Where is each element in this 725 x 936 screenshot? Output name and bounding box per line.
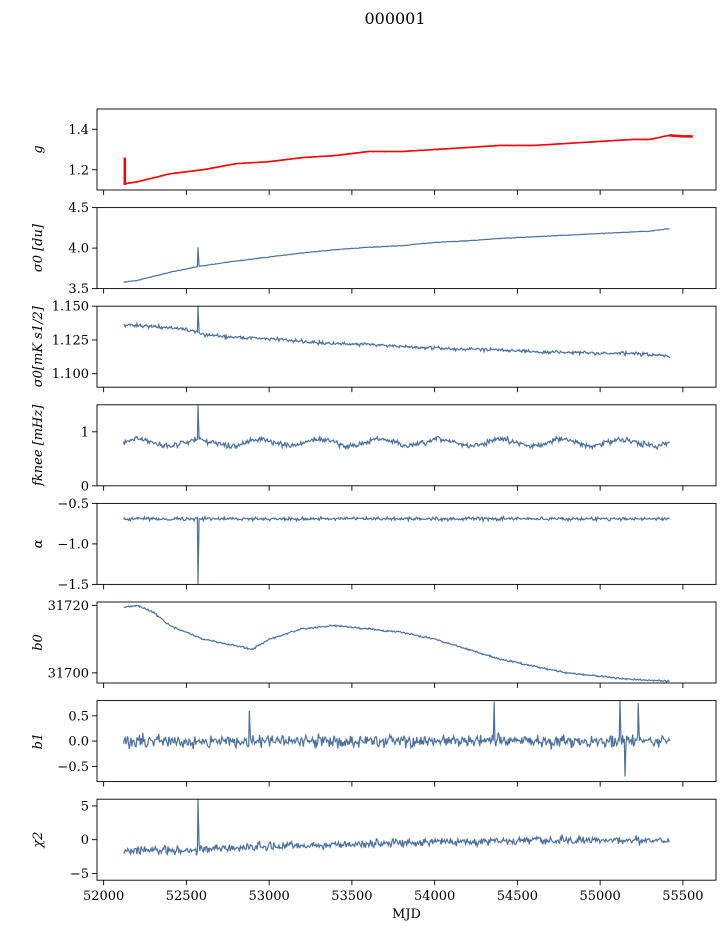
xtick-label: 54500 <box>497 889 538 904</box>
xtick-label: 55500 <box>662 889 703 904</box>
ytick-label-alpha: −0.5 <box>57 497 89 512</box>
ytick-label-alpha: −1.0 <box>57 537 89 552</box>
panel-chi2: −5 0 5 χ2 <box>31 798 717 886</box>
ylabel-sigma0_du: σ0 [du] <box>31 223 46 272</box>
series-line-sigma0_du <box>123 228 670 283</box>
ytick-label-chi2: −5 <box>70 867 89 882</box>
series-line-fknee <box>122 404 670 451</box>
panel-sigma0_mk: 1.100 1.125 1.150 σ0[mK s1/2] <box>31 300 717 393</box>
ylabel-chi2: χ2 <box>31 832 46 849</box>
ylabel-b0: b0 <box>31 634 46 651</box>
ytick-label-b1: 0.0 <box>68 735 89 750</box>
ylabel-fknee: fknee [mHz] <box>31 404 46 487</box>
ylabel-b1: b1 <box>31 733 46 750</box>
panel-alpha: −1.5 −1.0 −0.5 α <box>31 497 717 593</box>
xlabel: MJD <box>392 907 421 922</box>
panel-b0: 31700 31720 b0 <box>31 599 717 688</box>
fit-line-g <box>123 134 670 185</box>
ytick-label-sigma0_mk: 1.100 <box>52 367 89 382</box>
ytick-label-b1: −0.5 <box>57 760 89 775</box>
axes-frame-b0 <box>96 601 717 684</box>
panel-fknee: 0 1 fknee [mHz] <box>31 404 717 494</box>
panel-b1: −0.5 0.0 0.5 b1 <box>31 700 717 787</box>
ylabel-sigma0_mk: σ0[mK s1/2] <box>31 305 46 387</box>
panel-g: 1.2 1.4 g <box>31 108 717 195</box>
ytick-label-sigma0_du: 3.5 <box>68 282 89 297</box>
ytick-label-sigma0_mk: 1.150 <box>52 300 89 315</box>
axes-frame-g <box>96 108 717 191</box>
axes-frame-alpha <box>96 502 717 585</box>
axes-frame-sigma0_mk <box>96 305 717 388</box>
ytick-label-sigma0_mk: 1.125 <box>52 333 89 348</box>
ytick-label-sigma0_du: 4.5 <box>68 201 89 216</box>
xtick-label: 53500 <box>331 889 372 904</box>
ytick-label-fknee: 1 <box>81 425 89 440</box>
series-line-alpha <box>122 514 670 585</box>
axes-frame-sigma0_du <box>96 207 717 290</box>
ytick-label-g: 1.2 <box>68 163 89 178</box>
xtick-label: 53000 <box>248 889 289 904</box>
figure-title: 000001 <box>364 9 425 28</box>
xtick-label: 52500 <box>166 889 207 904</box>
series-line-sigma0_mk <box>123 306 671 359</box>
ytick-label-g: 1.4 <box>68 123 89 138</box>
ytick-label-chi2: 0 <box>81 833 89 848</box>
ytick-label-b1: 0.5 <box>68 709 89 724</box>
panel-sigma0_du: 3.5 4.0 4.5 σ0 [du] <box>31 201 717 297</box>
ytick-label-b0: 31720 <box>48 599 89 614</box>
ylabel-alpha: α <box>31 539 46 548</box>
ytick-label-sigma0_du: 4.0 <box>68 242 89 257</box>
series-line-b1 <box>122 700 671 777</box>
ylabel-g: g <box>31 145 46 153</box>
xtick-label: 55000 <box>579 889 620 904</box>
ytick-label-b0: 31700 <box>48 666 89 681</box>
series-line-chi2 <box>123 799 670 857</box>
xtick-label: 52000 <box>83 889 124 904</box>
fit-tail-g <box>669 134 693 138</box>
ytick-label-fknee: 0 <box>81 479 89 494</box>
axes-frame-fknee <box>96 404 717 487</box>
xtick-label: 54000 <box>414 889 455 904</box>
series-line-b0 <box>123 604 670 683</box>
ytick-label-chi2: 5 <box>81 799 89 814</box>
ytick-label-alpha: −1.5 <box>57 578 89 593</box>
